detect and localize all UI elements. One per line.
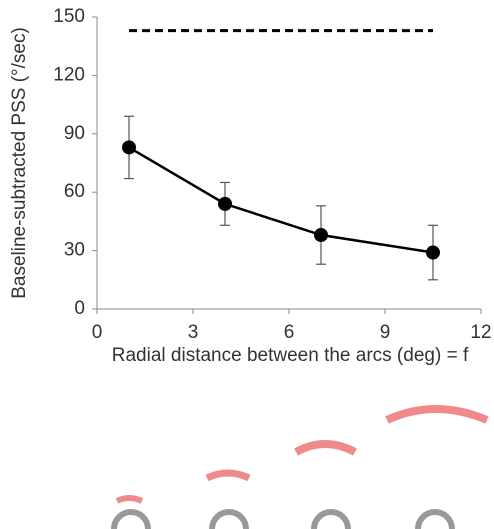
- y-tick-label: 90: [64, 123, 85, 144]
- data-point: [314, 228, 328, 243]
- data-point: [426, 245, 440, 260]
- arc: [385, 405, 489, 424]
- arc: [311, 509, 351, 529]
- x-tick-label: 6: [284, 322, 295, 343]
- y-tick-label: 0: [74, 298, 85, 319]
- x-tick-label: 12: [470, 322, 491, 343]
- arc: [205, 469, 251, 482]
- x-tick-label: 3: [188, 322, 199, 343]
- arc: [115, 495, 144, 504]
- y-axis-label: Baseline-subtracted PSS (°/sec): [9, 27, 30, 299]
- arc: [209, 509, 249, 529]
- arc-illustration: [111, 405, 489, 529]
- x-tick-label: 0: [92, 322, 103, 343]
- y-tick-label: 120: [53, 64, 85, 85]
- data-point: [122, 140, 136, 155]
- arc: [415, 509, 455, 529]
- arc: [111, 509, 151, 529]
- x-axis-label: Radial distance between the arcs (deg) =…: [112, 345, 469, 366]
- y-tick-label: 30: [64, 240, 85, 261]
- y-tick-label: 60: [64, 181, 85, 202]
- data-line: [128, 146, 434, 254]
- arc: [294, 440, 357, 456]
- data-point: [218, 196, 232, 211]
- y-tick-label: 150: [53, 6, 85, 27]
- x-tick-label: 9: [380, 322, 391, 343]
